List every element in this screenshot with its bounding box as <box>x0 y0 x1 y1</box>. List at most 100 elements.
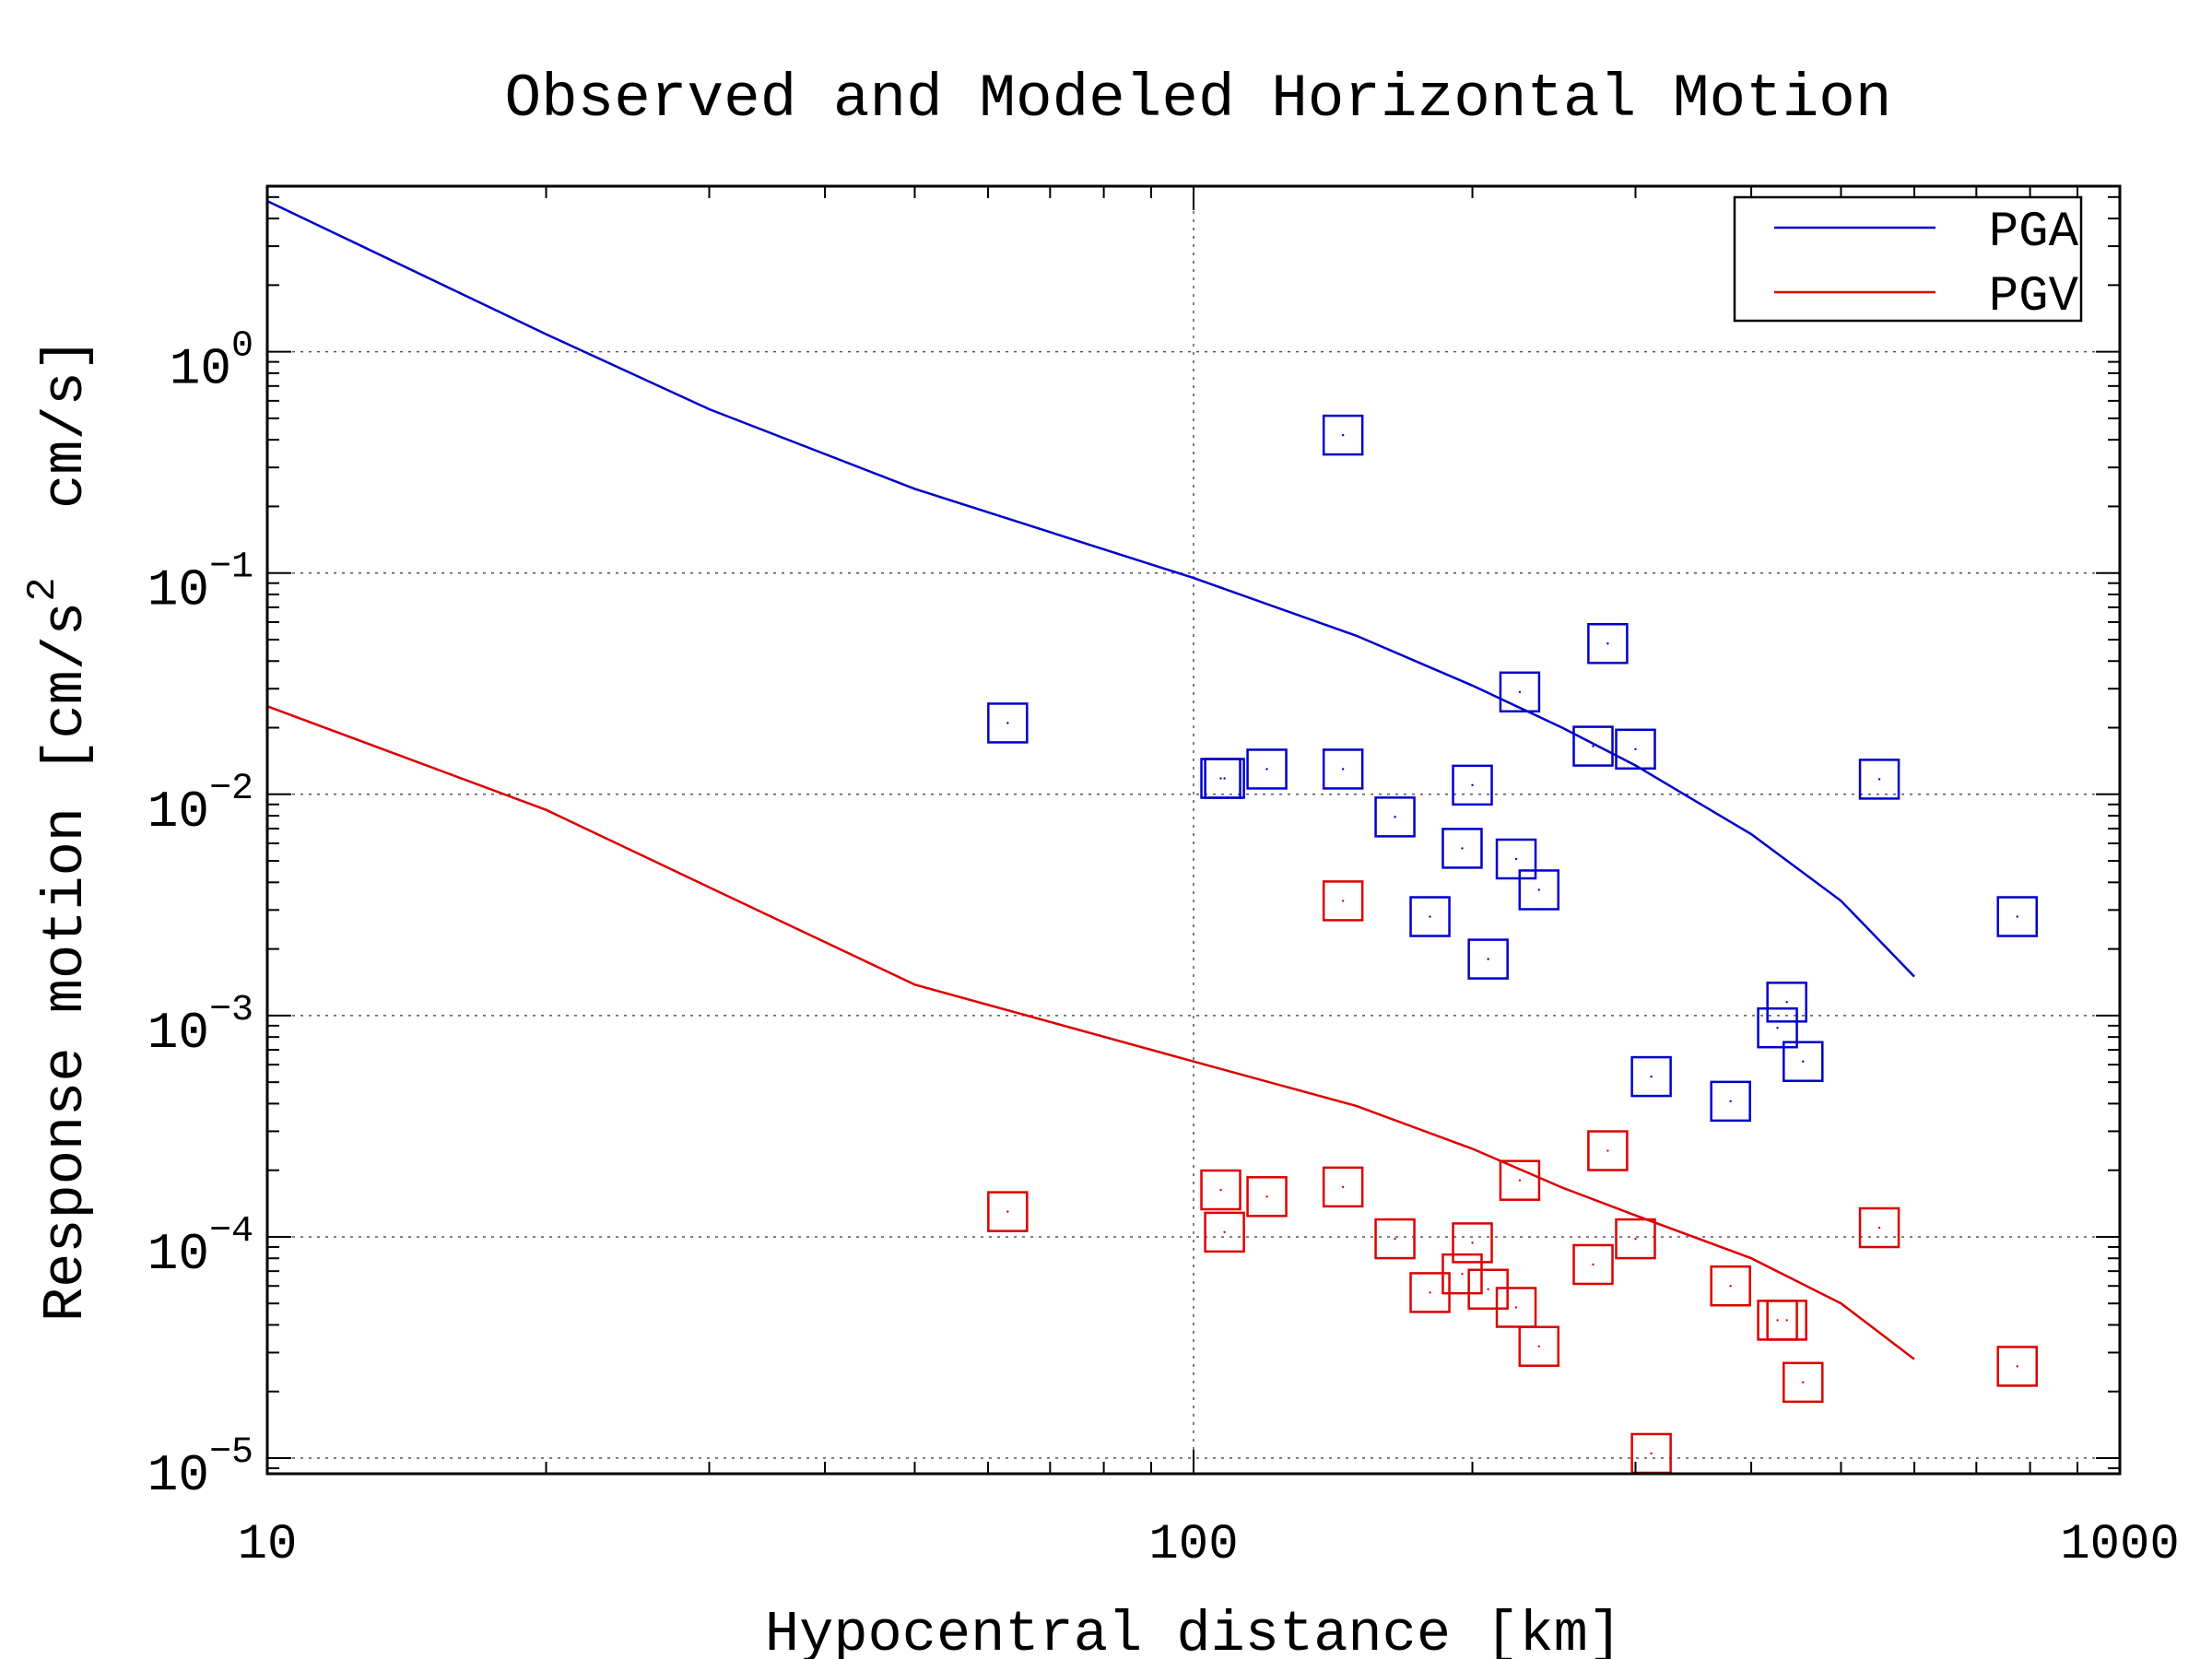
series-markers-2 <box>987 414 2038 1123</box>
data-point <box>1322 414 1364 456</box>
data-point <box>1996 1346 2038 1387</box>
data-point-center <box>1776 1319 1779 1322</box>
data-point-center <box>1461 1272 1464 1276</box>
y-tick-label-exp: −4 <box>209 1211 253 1253</box>
data-point <box>1572 725 1614 767</box>
data-point-center <box>1877 778 1881 781</box>
data-point <box>1322 880 1364 922</box>
data-point-center <box>1341 768 1345 771</box>
y-tick-label-exp: −2 <box>209 769 253 810</box>
series-line <box>266 199 1915 978</box>
data-point-center <box>2016 915 2018 918</box>
data-point-center <box>1785 1001 1788 1004</box>
data-point-center <box>1650 1075 1653 1078</box>
data-point <box>1200 1169 1241 1211</box>
y-tick-label-exp: −5 <box>209 1432 253 1474</box>
data-point <box>1587 622 1629 665</box>
data-point <box>1783 1041 1824 1082</box>
data-point-center <box>1265 1195 1268 1198</box>
data-point-center <box>1219 1188 1222 1192</box>
data-point <box>1630 1055 1672 1098</box>
data-point-center <box>1461 847 1464 850</box>
data-point <box>1858 1206 1900 1249</box>
data-point-center <box>1518 1179 1522 1182</box>
data-point-center <box>1265 768 1268 771</box>
y-tick-label-base: 10 <box>147 782 209 841</box>
data-point <box>1467 938 1509 980</box>
data-point <box>1858 759 1900 800</box>
data-point <box>1204 758 1245 799</box>
data-point-center <box>1785 1319 1788 1322</box>
y-tick-label-base: 10 <box>147 561 209 620</box>
data-point <box>1441 1253 1483 1295</box>
data-point-center <box>1219 777 1222 780</box>
series-line-1 <box>266 705 1915 1360</box>
data-point <box>1452 1222 1493 1264</box>
series-markers-3 <box>987 880 2038 1475</box>
data-point-center <box>1487 1288 1489 1290</box>
x-tick-label: 10 <box>238 1517 298 1573</box>
data-point-center <box>1802 1381 1805 1384</box>
y-tick-label: 10−3 <box>147 990 253 1063</box>
y-tick-label-base: 10 <box>147 1225 209 1284</box>
data-point-center <box>1518 690 1522 693</box>
data-point-center <box>1729 1285 1732 1288</box>
x-tick-label: 100 <box>1148 1517 1238 1573</box>
data-point <box>1374 1218 1416 1260</box>
data-point <box>1495 1287 1537 1328</box>
legend: PGA PGV <box>1733 195 2083 325</box>
y-tick-label-base: 10 <box>170 340 231 399</box>
data-point <box>1996 896 2038 937</box>
y-tick-label: 100 <box>170 326 253 399</box>
x-tick-label: 1000 <box>2060 1517 2180 1573</box>
data-point <box>1322 1166 1364 1208</box>
data-point <box>1710 1080 1751 1123</box>
data-point <box>1409 896 1451 937</box>
data-point <box>987 702 1029 744</box>
data-point-center <box>1802 1060 1805 1063</box>
data-point <box>1499 671 1541 713</box>
data-point <box>1495 838 1537 880</box>
data-point-center <box>1006 722 1009 724</box>
data-point-center <box>1592 1263 1594 1266</box>
data-point <box>1204 1211 1245 1253</box>
data-point <box>1467 1268 1509 1311</box>
data-point <box>1246 1176 1288 1218</box>
y-tick-label-base: 10 <box>147 1004 209 1063</box>
axis-ticks <box>266 186 2120 1474</box>
data-point-center <box>1514 857 1518 861</box>
data-point-center <box>1634 1237 1637 1241</box>
data-point <box>1766 982 1807 1023</box>
y-tick-label-exp: −1 <box>209 547 253 589</box>
data-point <box>1710 1265 1751 1307</box>
data-point-center <box>2016 1365 2018 1368</box>
data-point-center <box>1650 1452 1653 1455</box>
data-point-center <box>1776 1027 1779 1030</box>
data-point-center <box>1223 777 1226 780</box>
data-point <box>1615 728 1656 771</box>
y-tick-label: 10−5 <box>147 1432 253 1505</box>
data-point <box>1757 1006 1798 1049</box>
y-axis-label-sup: 2 <box>20 577 66 601</box>
data-point-center <box>1487 958 1489 960</box>
data-point <box>1441 828 1483 869</box>
data-point-center <box>1341 433 1345 437</box>
legend-pgv-label: PGV <box>1989 269 2079 325</box>
y-tick-label-exp: −3 <box>209 990 253 1031</box>
data-point <box>1766 1300 1807 1341</box>
y-axis-label-tail: cm/s] <box>33 337 99 577</box>
data-point-center <box>1006 1210 1009 1213</box>
y-tick-label-exp: 0 <box>231 326 253 368</box>
y-tick-label: 10−2 <box>147 769 253 841</box>
x-tick-labels: 10 100 1000 <box>238 1517 2180 1573</box>
data-point-center <box>1606 1149 1609 1152</box>
series-line <box>266 705 1915 1360</box>
data-point <box>1322 748 1364 790</box>
data-point <box>1499 1159 1541 1201</box>
data-point <box>1518 869 1560 911</box>
y-tick-label: 10−1 <box>147 547 253 620</box>
grid <box>267 186 2120 1474</box>
data-point-center <box>1394 1237 1396 1241</box>
y-axis-label: Response motion [cm/s2 cm/s] <box>20 337 99 1322</box>
